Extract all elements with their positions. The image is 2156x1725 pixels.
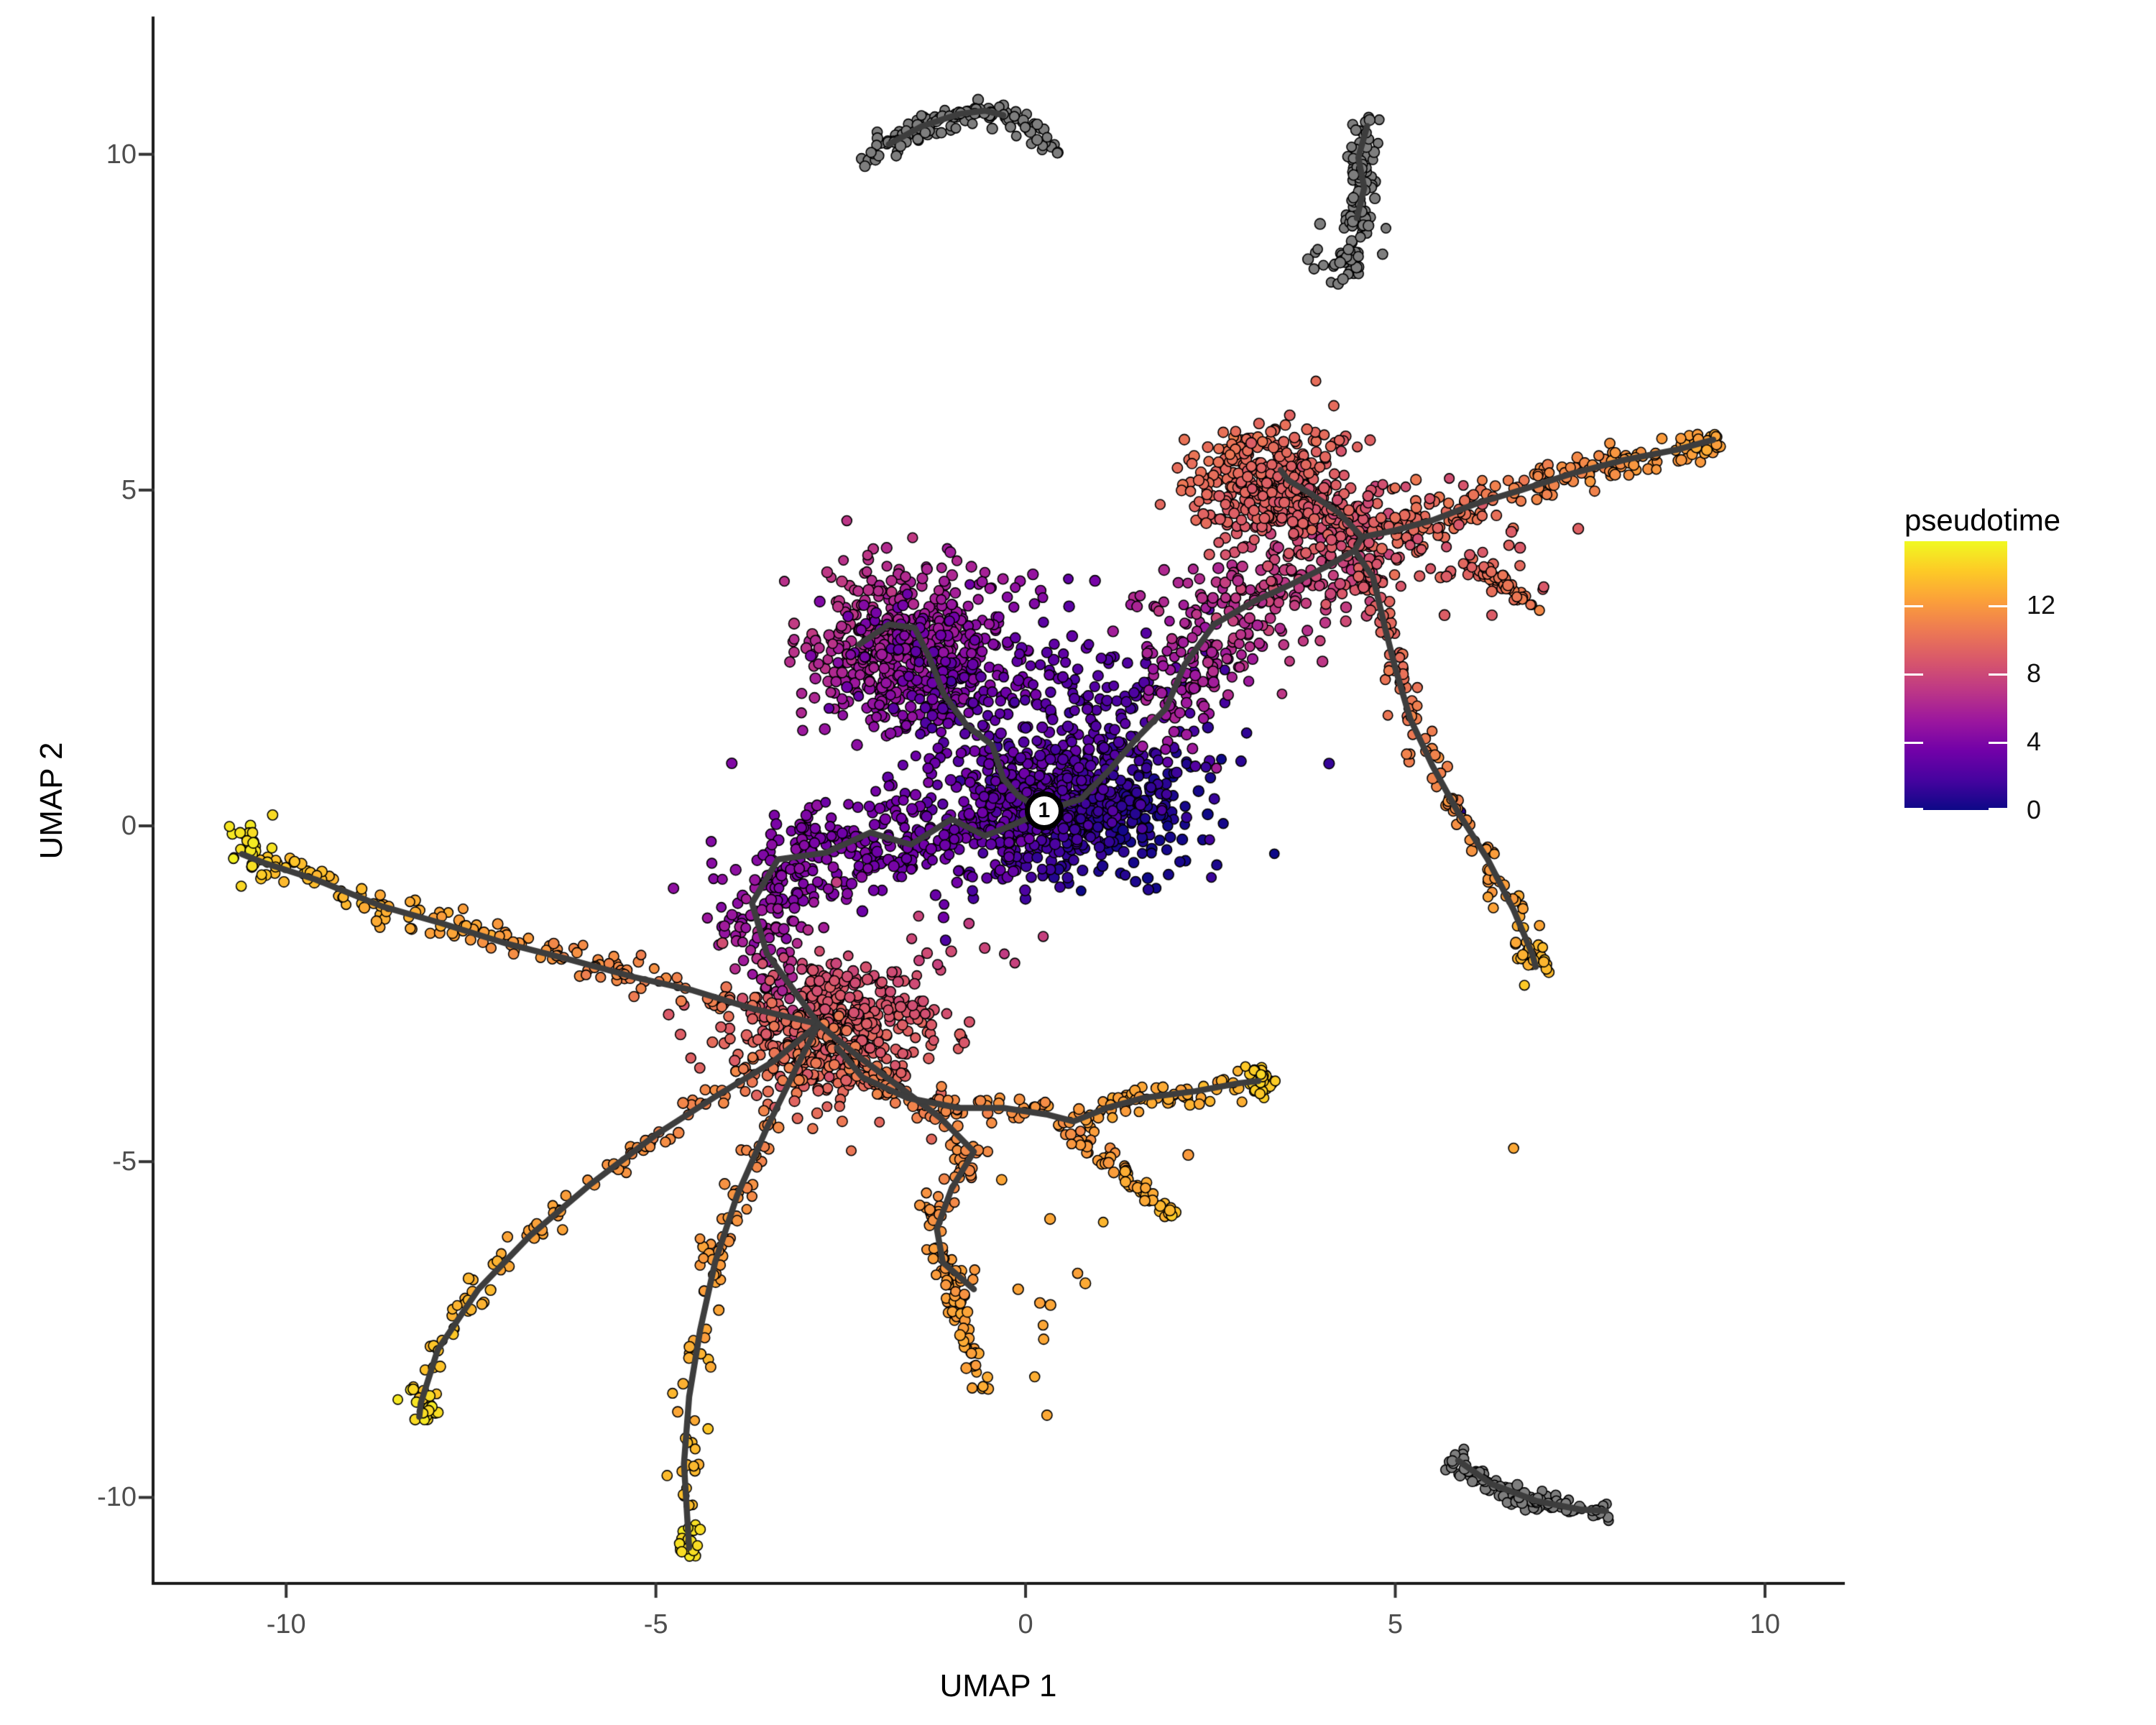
y-axis-title: UMAP 2	[34, 742, 69, 860]
legend-title: pseudotime	[1904, 503, 2061, 537]
y-tick-label: 5	[121, 474, 137, 505]
legend-tick-label: 0	[2027, 795, 2042, 824]
legend-colorbar-tick	[1989, 605, 2007, 608]
x-tick-label: -10	[266, 1609, 306, 1639]
x-tick-label: -5	[643, 1609, 668, 1639]
legend-colorbar-tick	[1989, 673, 2007, 676]
legend-colorbar	[1904, 541, 2007, 810]
legend-tick-label: 4	[2027, 727, 2042, 757]
y-tick-label: -10	[97, 1482, 137, 1513]
root-node-label: 1	[1038, 799, 1051, 823]
y-tick-label: 0	[121, 811, 137, 842]
legend-colorbar-tick	[1989, 808, 2007, 810]
legend-tick-label: 8	[2027, 658, 2042, 689]
legend-colorbar-tick	[1904, 673, 1923, 676]
legend-colorbar-tick	[1904, 605, 1923, 608]
legend-colorbar-tick	[1904, 808, 1923, 810]
x-tick-label: 5	[1387, 1609, 1404, 1639]
y-tick-label: -5	[112, 1146, 137, 1177]
x-tick-label: 0	[1018, 1609, 1033, 1639]
root-node-marker: 1	[1024, 791, 1064, 831]
x-tick-label: 10	[1749, 1609, 1781, 1639]
legend-colorbar-tick	[1989, 742, 2007, 745]
y-tick-label: 10	[106, 139, 137, 170]
x-axis-title: UMAP 1	[939, 1668, 1057, 1703]
legend-tick-label: 12	[2027, 590, 2056, 620]
legend-colorbar-tick	[1904, 742, 1923, 745]
